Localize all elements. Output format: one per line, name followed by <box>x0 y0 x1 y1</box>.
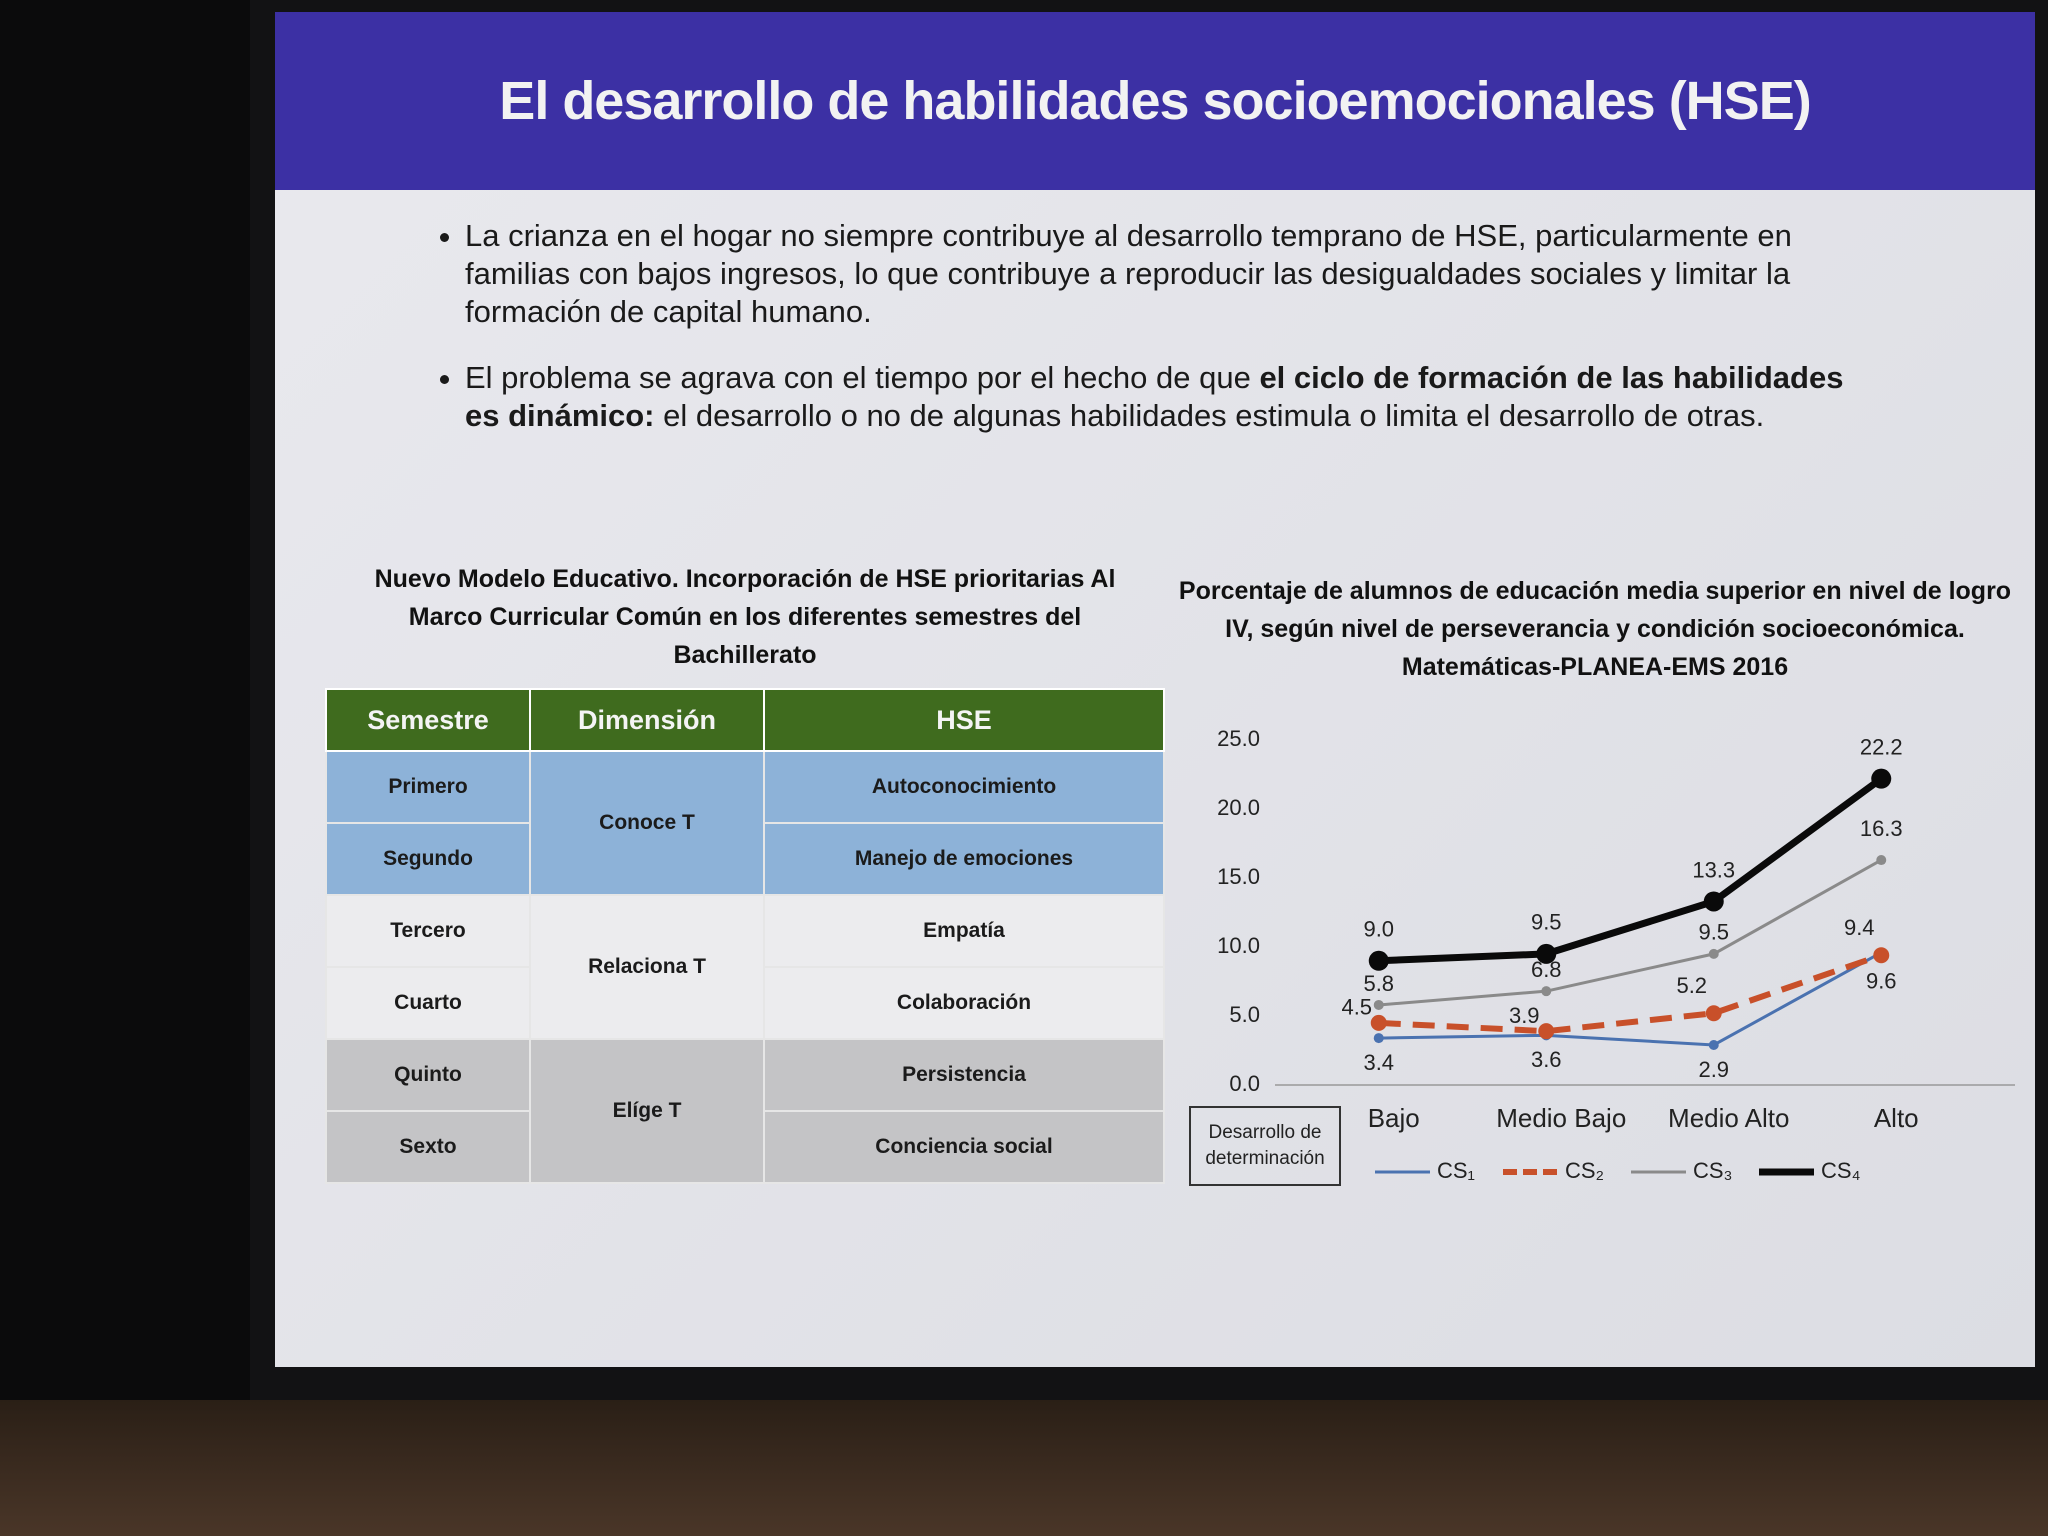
chart: Porcentaje de alumnos de educación media… <box>1178 577 2015 1186</box>
data-point <box>1370 1014 1387 1031</box>
cell: Conoce T <box>529 750 765 896</box>
bullet: La crianza en el hogar no siempre contri… <box>465 217 1865 331</box>
y-tick-label: 10.0 <box>1217 933 1260 958</box>
table: Semestre Dimensión HSE Primero Conoce T Au… <box>325 688 1165 1184</box>
header-cell: HSE <box>763 688 1165 752</box>
cell: Cuarto <box>325 966 531 1040</box>
header-row: Semestre Dimensión HSE <box>325 688 1165 752</box>
slide-title: El desarrollo de habilidades socioemocio… <box>499 71 1811 131</box>
bullet-text: La crianza en el hogar no siempre contri… <box>465 218 1792 329</box>
series-line <box>1378 951 1882 1047</box>
data-point <box>1536 943 1557 964</box>
y-tick-label: 0.0 <box>1229 1071 1260 1096</box>
chart-title-box: Porcentaje de alumnos de educación media… <box>1178 577 2012 681</box>
data-label: 4.5 <box>1341 995 1372 1020</box>
cell: Elíge T <box>529 1038 765 1184</box>
cell: Sexto <box>325 1110 531 1184</box>
bullet-text: el desarrollo o no de algunas habilidade… <box>654 398 1765 433</box>
y-tick-label: 15.0 <box>1217 864 1260 889</box>
data-point <box>1373 1033 1384 1044</box>
data-label: 22.2 <box>1860 734 1903 759</box>
data-label: 9.5 <box>1698 920 1729 945</box>
cell: Segundo <box>325 822 531 896</box>
y-tick-label: 5.0 <box>1229 1002 1260 1027</box>
data-point <box>1541 986 1552 997</box>
slide: El desarrollo de habilidades socioemocio… <box>275 12 2035 1367</box>
data-point <box>1871 768 1892 789</box>
row: Quinto Elíge T Persistencia <box>325 1038 1165 1184</box>
series-line <box>1378 952 1883 1035</box>
data-point <box>1705 1005 1722 1022</box>
row: Segundo Manejo de emociones <box>325 822 1165 896</box>
row: Primero Conoce T Autoconocimiento <box>325 750 1165 896</box>
data-point <box>1703 891 1724 912</box>
data-label: 5.2 <box>1676 973 1707 998</box>
floor <box>0 1400 2048 1536</box>
legend-label: CS₂ <box>1565 1158 1604 1183</box>
legend-label: CS₃ <box>1693 1158 1733 1183</box>
cell: Persistencia <box>763 1038 1165 1112</box>
cell: Empatía <box>763 894 1165 968</box>
data-point <box>1373 999 1384 1010</box>
cell: Colaboración <box>763 966 1165 1040</box>
data-label: 9.0 <box>1363 917 1394 942</box>
header-cell: Dimensión <box>529 688 765 752</box>
data-point <box>1876 855 1887 866</box>
x-label-wrap: Desarrollo de determinación <box>1205 1122 1325 1169</box>
data-label: 3.4 <box>1363 1050 1394 1075</box>
y-tick-label: 25.0 <box>1217 726 1260 751</box>
chart-title: Porcentaje de alumnos de educación media… <box>1178 577 2012 681</box>
row: Tercero Relaciona T Empatía <box>325 894 1165 1040</box>
data-point <box>1708 1039 1719 1050</box>
x-axis-label: Desarrollo de determinación <box>1205 1122 1325 1169</box>
table-title: Nuevo Modelo Educativo. Incorporación de… <box>374 565 1116 669</box>
cell: Tercero <box>325 894 531 968</box>
data-label: 5.8 <box>1363 971 1394 996</box>
data-label: 3.9 <box>1509 1003 1540 1028</box>
row: Sexto Conciencia social <box>325 1110 1165 1184</box>
cell: Relaciona T <box>529 894 765 1040</box>
data-point <box>1368 950 1389 971</box>
cell: Primero <box>325 750 531 824</box>
x-tick-label: Alto <box>1874 1103 1919 1133</box>
series-line <box>1378 775 1884 965</box>
header-cell: Semestre <box>325 688 531 752</box>
cell: Manejo de emociones <box>763 822 1165 896</box>
data-point <box>1873 947 1890 964</box>
cell: Quinto <box>325 1038 531 1112</box>
cell: Conciencia social <box>763 1110 1165 1184</box>
x-tick-label: Medio Bajo <box>1496 1103 1626 1133</box>
data-label: 9.5 <box>1531 910 1562 935</box>
bullet-list: La crianza en el hogar no siempre contri… <box>425 217 1865 463</box>
data-label: 13.3 <box>1692 857 1735 882</box>
y-tick-label: 20.0 <box>1217 795 1260 820</box>
bullet: El problema se agrava con el tiempo por … <box>465 359 1865 435</box>
data-label: 9.4 <box>1844 915 1875 940</box>
data-label: 9.6 <box>1866 968 1897 993</box>
series-line <box>1378 858 1882 1007</box>
data-label: 3.6 <box>1531 1047 1562 1072</box>
bullet-bold: el ciclo de formación de las habilidades… <box>465 360 1844 433</box>
cell: Autoconocimiento <box>763 750 1165 824</box>
title-banner: El desarrollo de habilidades socioemocio… <box>275 12 2035 190</box>
data-label: 2.9 <box>1698 1057 1729 1082</box>
x-tick-label: Bajo <box>1368 1103 1420 1133</box>
row: Cuarto Colaboración <box>325 966 1165 1040</box>
x-tick-label: Medio Alto <box>1668 1103 1789 1133</box>
x-label-box <box>1189 1106 1341 1186</box>
data-point <box>1538 1023 1555 1040</box>
legend-label: CS₁ <box>1437 1158 1475 1183</box>
data-point <box>1708 948 1719 959</box>
bullet-text: El problema se agrava con el tiempo por … <box>465 360 1260 395</box>
data-label: 16.3 <box>1860 816 1903 841</box>
legend-label: CS₄ <box>1821 1158 1861 1183</box>
